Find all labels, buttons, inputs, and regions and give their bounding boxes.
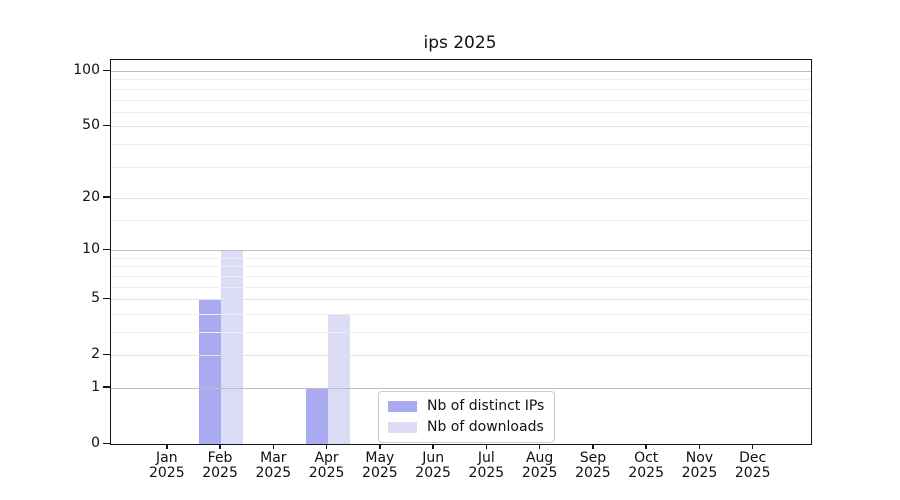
x-tick-mar [272,444,275,449]
x-tick-aug [538,444,541,449]
x-tick-label-dec: Dec 2025 [734,450,771,481]
x-tick-dec [751,444,754,449]
legend-label-distinct-ips: Nb of distinct IPs [427,398,545,414]
y-tick-label-2: 2 [91,346,100,363]
x-tick-label-aug: Aug 2025 [521,450,558,481]
x-tick-label-jul: Jul 2025 [468,450,505,481]
x-tick-nov [698,444,701,449]
bar-apr-distinct-ips [305,387,328,444]
x-tick-label-apr: Apr 2025 [308,450,345,481]
bar-feb-distinct-ips [199,299,222,444]
x-tick-label-mar: Mar 2025 [255,450,292,481]
legend-swatch-distinct-ips [388,401,417,412]
x-tick-label-oct: Oct 2025 [628,450,664,481]
x-tick-feb [219,444,221,449]
y-tick-100 [103,69,110,71]
y-tick-1 [103,386,110,388]
legend-item-distinct-ips: Nb of distinct IPs [388,399,544,414]
x-tick-oct [645,444,647,449]
x-tick-label-may: May 2025 [362,450,398,481]
x-tick-label-nov: Nov 2025 [681,450,718,481]
x-tick-label-jan: Jan 2025 [148,450,185,481]
x-tick-label-sep: Sep 2025 [575,450,611,481]
y-tick-10 [103,248,110,251]
plot-area: Nb of distinct IPs Nb of downloads [110,59,812,445]
x-tick-apr [325,444,328,449]
x-tick-label-jun: Jun 2025 [415,450,451,481]
legend-swatch-downloads [388,422,417,433]
x-tick-label-feb: Feb 2025 [202,450,238,481]
legend: Nb of distinct IPs Nb of downloads [378,391,556,443]
y-tick-0 [103,442,110,444]
y-tick-20 [103,196,110,198]
x-tick-may [379,444,381,449]
y-tick-5 [103,297,110,300]
x-tick-jun [432,444,434,449]
y-tick-label-20: 20 [82,188,100,205]
bars-layer [111,60,811,444]
y-tick-label-5: 5 [91,290,100,307]
y-tick-2 [103,353,110,356]
legend-label-downloads: Nb of downloads [427,419,544,435]
y-tick-label-50: 50 [82,117,100,134]
y-tick-label-100: 100 [73,62,100,78]
bar-apr-downloads [327,313,350,444]
x-tick-sep [592,444,594,449]
y-tick-label-1: 1 [91,378,100,395]
y-tick-50 [103,124,110,127]
legend-item-downloads: Nb of downloads [388,420,544,435]
y-tick-label-10: 10 [82,241,100,258]
y-tick-label-0: 0 [91,435,100,451]
chart-title: ips 2025 [423,33,497,53]
bar-feb-downloads [221,250,244,444]
x-tick-jul [485,444,488,449]
x-tick-jan [166,444,168,449]
